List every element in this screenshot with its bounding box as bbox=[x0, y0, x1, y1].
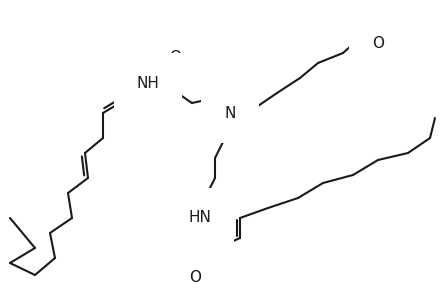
Text: O: O bbox=[372, 35, 384, 50]
Text: N: N bbox=[224, 105, 235, 120]
Text: NH: NH bbox=[136, 76, 159, 91]
Text: HN: HN bbox=[189, 210, 211, 226]
Text: O: O bbox=[169, 50, 181, 66]
Text: O: O bbox=[189, 270, 201, 285]
